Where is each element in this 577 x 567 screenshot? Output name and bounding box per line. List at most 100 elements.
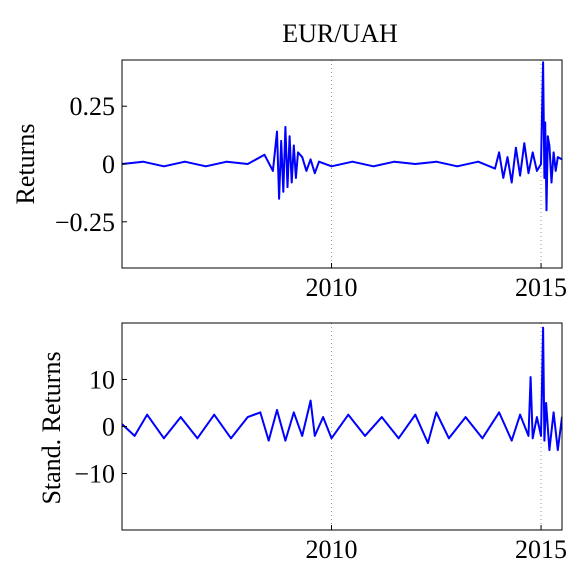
returns-data-point: [498, 151, 500, 154]
stand-returns-xtick-label: 2015: [515, 535, 567, 564]
returns-data-point: [548, 144, 551, 147]
returns-data-point: [263, 153, 266, 156]
returns-data-point: [510, 181, 513, 184]
returns-data-point: [550, 181, 553, 184]
stand-returns-data-point: [545, 402, 547, 404]
returns-data-point: [290, 181, 293, 184]
stand-returns-data-point: [540, 435, 542, 437]
stand-returns-ytick-label: 0: [102, 413, 115, 442]
returns-data-point: [276, 130, 278, 133]
stand-returns-data-point: [284, 439, 287, 442]
stand-returns-data-point: [397, 437, 400, 440]
stand-returns-data-point: [435, 411, 438, 414]
stand-returns-data-point: [267, 439, 270, 442]
returns-data-point: [531, 151, 534, 154]
stand-returns-data-point: [542, 326, 544, 329]
stand-returns-data-point: [448, 437, 450, 440]
stand-returns-ylabel: Stand. Returns: [37, 351, 66, 504]
returns-data-point: [556, 156, 559, 159]
returns-data-point: [295, 177, 297, 179]
stand-returns-ticks: 2010 2015 10 0 −10: [74, 365, 567, 564]
stand-returns-panel: 2010 2015 10 0 −10 Stand. Returns: [37, 322, 567, 564]
stand-returns-ytick-label: −10: [74, 460, 115, 489]
stand-returns-data-point: [556, 449, 559, 451]
returns-series: [122, 61, 562, 212]
returns-data-point: [292, 144, 295, 147]
stand-returns-data-point: [230, 437, 232, 440]
returns-ytick-label: −0.25: [55, 208, 115, 237]
stand-returns-series: [122, 326, 562, 451]
returns-data-point: [554, 170, 557, 172]
stand-returns-xtick-label: 2010: [306, 535, 358, 564]
stand-returns-data-point: [364, 435, 366, 437]
stand-returns-data-point: [427, 442, 429, 444]
stand-returns-data-point: [196, 437, 199, 440]
stand-returns-data-point: [519, 413, 521, 416]
stand-returns-data-point: [146, 413, 149, 416]
stand-returns-data-point: [527, 435, 530, 437]
stand-returns-data-point: [322, 416, 324, 418]
stand-returns-data-point: [301, 435, 304, 437]
stand-returns-data-point: [552, 411, 555, 414]
stand-returns-data-point: [133, 435, 136, 437]
returns-xtick-label: 2010: [306, 273, 358, 302]
returns-data-point: [282, 190, 285, 193]
returns-data-point: [284, 126, 287, 128]
stand-returns-data-point: [529, 376, 532, 378]
stand-returns-data-point: [213, 413, 216, 416]
returns-ticks: 2010 2015 0.25 0 −0.25: [55, 92, 567, 302]
returns-data-point: [540, 163, 542, 165]
returns-data-point: [272, 170, 274, 172]
stand-returns-ytick-label: 10: [89, 365, 115, 394]
returns-ytick-label: 0: [102, 150, 115, 179]
stand-returns-data-point: [543, 439, 546, 442]
stand-returns-grid: [331, 323, 542, 530]
returns-data-point: [297, 151, 299, 154]
returns-data-point: [544, 121, 547, 124]
returns-data-point: [552, 151, 555, 154]
returns-data-point: [204, 165, 207, 168]
returns-data-point: [542, 61, 544, 64]
returns-data-point: [184, 160, 186, 163]
stand-returns-data-point: [276, 409, 278, 411]
stand-returns-data-point: [292, 411, 295, 414]
returns-data-point: [163, 165, 165, 168]
returns-data-point: [519, 174, 521, 177]
returns-data-point: [527, 172, 530, 175]
returns-data-point: [506, 156, 509, 159]
returns-data-point: [318, 160, 320, 163]
returns-data-point: [372, 165, 375, 168]
stand-returns-data-point: [531, 437, 534, 440]
stand-returns-data-point: [179, 416, 182, 418]
returns-data-point: [545, 209, 548, 212]
stand-returns-data-point: [414, 413, 417, 416]
stand-returns-data-point: [536, 416, 538, 418]
stand-returns-data-point: [330, 437, 333, 440]
returns-data-point: [456, 165, 459, 168]
stand-returns-data-point: [163, 437, 165, 440]
returns-data-point: [313, 172, 316, 175]
returns-data-point: [351, 160, 354, 163]
returns-xtick-label: 2015: [515, 273, 567, 302]
stand-returns-data-point: [481, 437, 484, 440]
returns-ylabel: Returns: [11, 124, 40, 205]
returns-data-point: [225, 160, 228, 163]
returns-data-point: [288, 135, 291, 138]
returns-data-point: [280, 140, 283, 142]
returns-data-point: [330, 165, 333, 168]
stand-returns-data-point: [309, 399, 312, 402]
stand-returns-data-point: [498, 411, 500, 414]
stand-returns-data-point: [246, 416, 249, 418]
returns-data-point: [543, 177, 546, 179]
stand-returns-data-point: [259, 411, 262, 414]
stand-returns-data-point: [510, 439, 513, 442]
stand-returns-data-point: [380, 416, 383, 418]
returns-data-point: [515, 146, 517, 149]
chart-title: EUR/UAH: [282, 19, 398, 48]
returns-data-point: [278, 197, 280, 200]
returns-data-point: [305, 170, 308, 172]
returns-data-point: [246, 163, 249, 165]
returns-data-point: [523, 142, 526, 145]
returns-data-point: [414, 163, 417, 165]
stand-returns-data-point: [548, 449, 551, 451]
